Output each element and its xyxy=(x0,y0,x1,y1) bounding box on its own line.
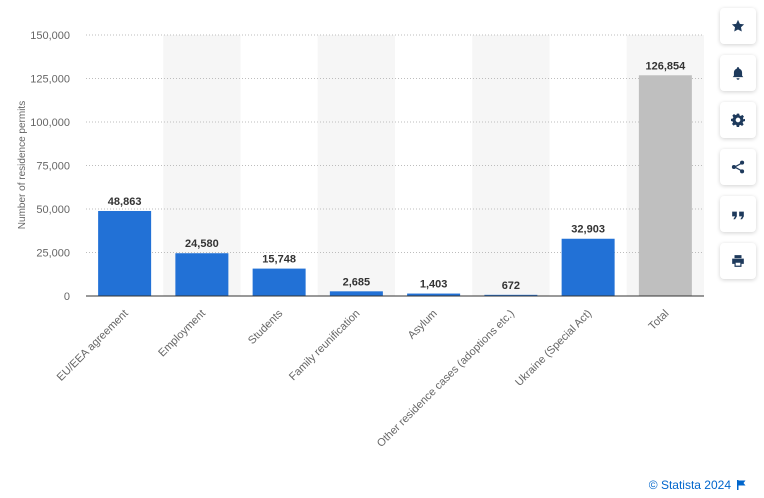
data-label: 15,748 xyxy=(262,254,296,266)
y-axis-ticks: 0 25,000 50,000 75,000 100,000 125,000 150,000 xyxy=(30,30,70,303)
gridlines xyxy=(86,34,704,253)
y-tick-label: 75,000 xyxy=(36,161,70,173)
data-label: 2,685 xyxy=(343,276,371,288)
category-label: Family reunification xyxy=(287,308,362,383)
print-icon xyxy=(732,255,744,267)
favorite-button[interactable] xyxy=(720,8,756,44)
bar[interactable] xyxy=(175,253,229,296)
category-label: Students xyxy=(246,307,286,347)
share-icon xyxy=(731,160,745,174)
bar[interactable] xyxy=(252,268,306,296)
y-tick-label: 100,000 xyxy=(30,117,70,129)
y-tick-label: 0 xyxy=(64,291,70,303)
print-button[interactable] xyxy=(720,243,756,279)
share-button[interactable] xyxy=(720,149,756,185)
y-axis-title: Number of residence permits xyxy=(17,101,28,229)
data-labels: 48,863 24,580 15,748 2,685 1,403 672 32,903 126… xyxy=(108,60,686,292)
data-label: 1,403 xyxy=(420,279,448,291)
star-icon xyxy=(731,19,745,32)
category-label: Asylum xyxy=(406,308,440,342)
data-label: 126,854 xyxy=(645,60,686,72)
data-label: 32,903 xyxy=(571,224,605,236)
category-label: Other residence cases (adoptions etc.) xyxy=(375,308,517,450)
data-label: 672 xyxy=(502,280,520,292)
category-labels: EU/EEA agreement Employment Students Family… xyxy=(55,307,672,449)
data-label: 48,863 xyxy=(108,196,142,208)
notification-button[interactable] xyxy=(720,55,756,91)
category-label: EU/EEA agreement xyxy=(55,308,131,384)
chart-toolbar xyxy=(720,8,758,290)
cite-button[interactable] xyxy=(720,196,756,232)
category-label: Ukraine (Special Act) xyxy=(513,308,594,389)
gear-icon xyxy=(731,113,745,127)
y-tick-label: 125,000 xyxy=(30,74,70,86)
bar[interactable] xyxy=(484,294,538,296)
bars xyxy=(98,75,692,296)
category-band xyxy=(472,35,550,296)
statista-credit[interactable]: © Statista 2024 xyxy=(649,478,746,492)
y-tick-label: 25,000 xyxy=(36,248,70,260)
settings-button[interactable] xyxy=(720,102,756,138)
y-tick-label: 150,000 xyxy=(30,30,70,42)
category-label: Total xyxy=(647,308,672,333)
bar[interactable] xyxy=(638,75,692,296)
bar-chart: 0 25,000 50,000 75,000 100,000 125,000 150,000… xyxy=(17,30,704,450)
category-bands xyxy=(163,35,704,296)
flag-icon xyxy=(737,480,746,490)
quote-icon xyxy=(732,211,744,220)
data-label: 24,580 xyxy=(185,238,219,250)
credit-text: © Statista 2024 xyxy=(648,478,731,492)
bar[interactable] xyxy=(561,238,615,296)
bar[interactable] xyxy=(329,291,383,296)
bar[interactable] xyxy=(98,210,152,296)
y-tick-label: 50,000 xyxy=(36,204,70,216)
bell-icon xyxy=(732,67,744,80)
category-label: Employment xyxy=(156,308,208,360)
bar[interactable] xyxy=(407,293,461,296)
